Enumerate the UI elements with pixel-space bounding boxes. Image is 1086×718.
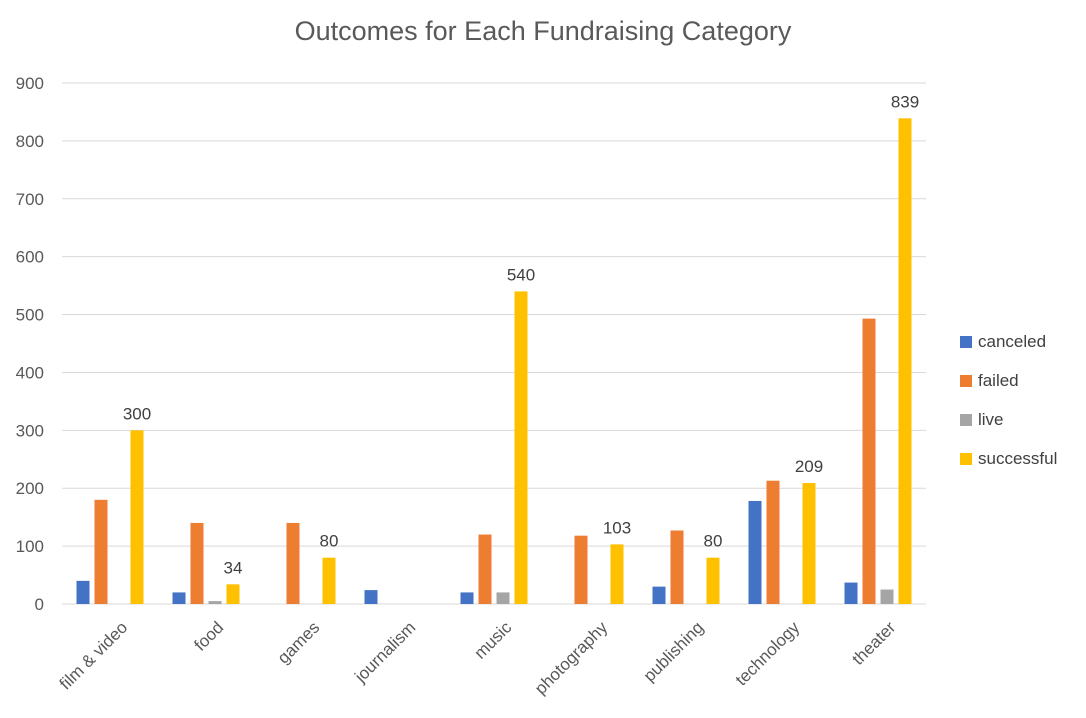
data-label: 209: [795, 457, 823, 476]
legend-label: failed: [978, 370, 1019, 390]
legend-label: successful: [978, 448, 1058, 468]
y-axis-ticks: 0 100 200 300 400 500 600 700 800 900: [16, 74, 44, 614]
bar-canceled-0: [76, 580, 90, 604]
y-tick-label: 200: [16, 479, 44, 498]
y-tick-label: 700: [16, 190, 44, 209]
data-label: 300: [123, 404, 151, 423]
data-labels: 300 34 80 540 103 80 209 839: [123, 92, 919, 577]
bar-successful-4: [514, 291, 528, 604]
x-category-label: technology: [732, 618, 804, 690]
legend-label: live: [978, 409, 1004, 429]
x-category-label: film & video: [56, 618, 132, 694]
y-tick-label: 800: [16, 132, 44, 151]
x-category-label: food: [190, 618, 227, 655]
legend-item-successful: successful: [960, 439, 1057, 478]
y-tick-label: 900: [16, 74, 44, 93]
y-tick-label: 500: [16, 306, 44, 325]
legend-swatch: [960, 374, 972, 387]
legend-swatch: [960, 452, 972, 465]
chart-title: Outcomes for Each Fundraising Category: [294, 16, 792, 46]
legend-label: canceled: [978, 331, 1047, 351]
legend-swatch: [960, 335, 972, 348]
bar-successful-1: [226, 584, 240, 604]
y-tick-label: 0: [35, 595, 44, 614]
data-label: 540: [507, 265, 535, 284]
bar-failed-7: [766, 480, 780, 604]
legend: canceled failed live successful: [960, 322, 1057, 478]
bar-successful-5: [610, 544, 624, 604]
bar-live-4: [496, 592, 510, 604]
bar-successful-8: [898, 118, 912, 604]
bar-canceled-7: [748, 500, 762, 604]
x-axis-categories: film & video food games journalism music phot…: [56, 618, 900, 699]
bar-failed-0: [94, 499, 108, 604]
y-tick-label: 100: [16, 537, 44, 556]
legend-item-live: live: [960, 400, 1057, 439]
x-category-label: music: [470, 618, 515, 663]
bar-successful-7: [802, 483, 816, 604]
bar-failed-6: [670, 530, 684, 604]
data-label: 34: [224, 558, 243, 577]
bar-canceled-1: [172, 592, 186, 604]
bar-successful-2: [322, 557, 336, 604]
bar-failed-4: [478, 534, 492, 604]
bar-successful-0: [130, 430, 144, 604]
bar-canceled-6: [652, 586, 666, 604]
bar-live-1: [208, 601, 222, 604]
y-tick-label: 600: [16, 248, 44, 267]
bar-live-8: [880, 589, 894, 604]
x-category-label: publishing: [640, 618, 708, 686]
y-tick-label: 300: [16, 421, 44, 440]
x-category-label: journalism: [350, 618, 419, 687]
bar-canceled-4: [460, 592, 474, 604]
bar-failed-5: [574, 535, 588, 604]
gridlines: [62, 82, 926, 605]
legend-swatch: [960, 413, 972, 426]
data-label: 839: [891, 92, 919, 111]
bar-failed-2: [286, 522, 300, 604]
x-category-label: games: [274, 618, 324, 668]
bar-canceled-8: [844, 582, 858, 604]
data-label: 80: [704, 532, 723, 551]
data-label: 103: [603, 518, 631, 537]
x-category-label: theater: [848, 618, 899, 669]
x-category-label: photography: [531, 618, 612, 699]
bar-failed-8: [862, 318, 876, 604]
bars: [76, 118, 912, 604]
bar-failed-1: [190, 522, 204, 604]
y-tick-label: 400: [16, 363, 44, 382]
bar-successful-6: [706, 557, 720, 604]
bar-canceled-3: [364, 590, 378, 604]
legend-item-canceled: canceled: [960, 322, 1057, 361]
legend-item-failed: failed: [960, 361, 1057, 400]
data-label: 80: [320, 532, 339, 551]
